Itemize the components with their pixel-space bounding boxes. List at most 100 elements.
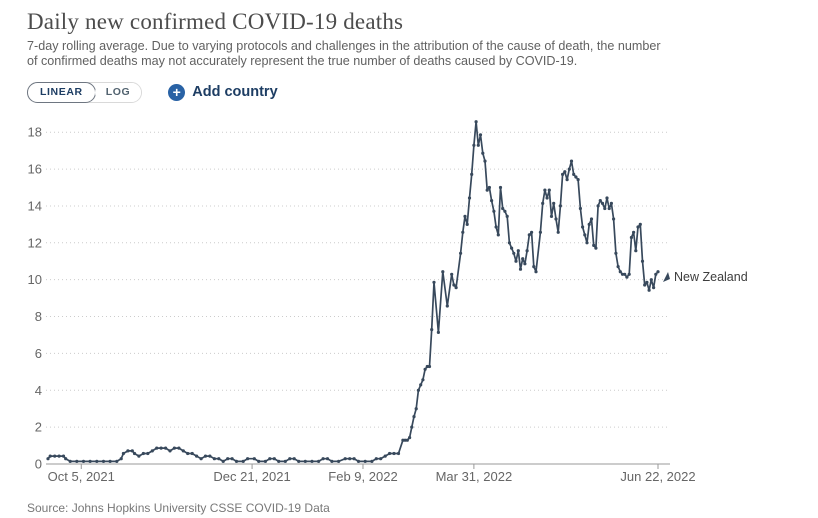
data-point-marker <box>430 328 434 332</box>
data-point-marker <box>450 272 454 276</box>
data-point-marker <box>656 270 660 274</box>
data-point-marker <box>541 201 545 205</box>
data-point-marker <box>478 133 483 137</box>
linear-scale-button[interactable]: LINEAR <box>27 81 96 103</box>
data-point-marker <box>634 249 638 253</box>
data-point-marker <box>226 457 230 461</box>
data-point-marker <box>545 196 549 200</box>
data-point-marker <box>348 457 352 461</box>
data-point-marker <box>416 388 420 392</box>
data-point-marker <box>155 446 159 450</box>
y-axis-tick-label: 18 <box>28 125 42 140</box>
data-point-marker <box>68 459 72 463</box>
data-point-marker <box>576 178 580 182</box>
data-point-marker <box>558 204 563 208</box>
x-axis-tick-label: Mar 31, 2022 <box>436 469 513 484</box>
data-point-marker <box>405 438 409 442</box>
data-point-marker <box>465 222 469 226</box>
line-chart-canvas[interactable]: 0 2 4 6 8 10 12 14 16 18 Oct 5, 2021 Dec 21, 2021 Fe… <box>0 102 818 494</box>
data-point-marker <box>521 257 525 261</box>
data-point-marker <box>454 286 458 290</box>
source-attribution: Source: Johns Hopkins University CSSE CO… <box>27 501 330 515</box>
data-point-marker <box>567 167 571 171</box>
data-point-marker <box>61 454 66 458</box>
data-point-marker <box>337 459 341 463</box>
data-point-marker <box>643 283 647 287</box>
data-point-marker <box>565 178 569 182</box>
data-point-marker <box>612 217 616 221</box>
data-point-marker <box>514 259 518 263</box>
data-point-marker <box>392 451 396 456</box>
data-point-marker <box>363 459 367 463</box>
data-point-marker <box>638 222 642 226</box>
data-point-marker <box>199 457 203 461</box>
data-point-marker <box>159 446 163 450</box>
data-point-marker <box>636 225 640 229</box>
data-point-marker <box>115 459 119 463</box>
y-axis-tick-label: 16 <box>28 162 42 177</box>
data-point-marker <box>472 143 476 147</box>
x-axis-tick-label: Jun 22, 2022 <box>620 469 695 484</box>
data-point-marker <box>46 457 50 461</box>
data-point-marker <box>414 407 418 411</box>
y-axis-tick-label: 10 <box>28 272 42 287</box>
data-point-marker <box>203 454 208 458</box>
x-axis-tick-label: Oct 5, 2021 <box>48 469 115 484</box>
data-point-marker <box>412 415 416 419</box>
data-point-marker <box>483 159 487 163</box>
data-point-marker <box>527 233 531 237</box>
scale-toggle: LINEAR LOG <box>27 81 143 103</box>
data-point-marker <box>119 457 123 461</box>
data-point-marker <box>614 251 618 255</box>
data-point-marker <box>494 225 498 229</box>
data-point-marker <box>168 449 172 453</box>
chart-subtitle: 7-day rolling average. Due to varying pr… <box>27 39 661 68</box>
data-point-marker <box>523 262 527 266</box>
data-point-marker <box>408 436 412 440</box>
y-axis-tick-label: 8 <box>35 309 42 324</box>
data-point-marker <box>370 459 374 463</box>
data-point-marker <box>221 459 225 463</box>
data-point-marker <box>246 457 250 461</box>
series-line-new-zealand[interactable] <box>47 120 659 463</box>
data-point-marker <box>277 459 281 463</box>
data-point-marker <box>177 446 181 450</box>
data-point-marker <box>57 454 61 458</box>
data-point-marker <box>596 204 600 208</box>
data-point-marker <box>421 378 425 382</box>
data-point-marker <box>463 214 467 218</box>
data-point-marker <box>181 449 185 453</box>
data-point-marker <box>518 267 523 271</box>
x-axis-tick-label: Feb 9, 2022 <box>328 469 397 484</box>
data-point-marker <box>552 201 556 205</box>
log-scale-button[interactable]: LOG <box>94 82 142 102</box>
data-point-marker <box>190 451 194 456</box>
data-point-marker <box>241 459 245 463</box>
data-point-marker <box>330 459 334 463</box>
data-point-marker <box>649 278 653 282</box>
data-point-marker <box>496 233 500 237</box>
data-point-marker <box>268 457 272 461</box>
data-point-marker <box>374 457 378 461</box>
data-point-marker <box>487 185 491 190</box>
data-point-marker <box>574 175 578 179</box>
data-point-marker <box>383 454 387 458</box>
data-point-marker <box>292 457 296 461</box>
data-point-marker <box>419 383 423 387</box>
data-point-marker <box>510 246 514 250</box>
page-title: Daily new confirmed COVID-19 deaths <box>27 9 404 34</box>
data-point-marker <box>609 201 614 205</box>
add-country-button[interactable]: + Add country <box>168 83 278 101</box>
data-point-marker <box>108 459 112 463</box>
data-point-marker <box>647 288 651 292</box>
data-point-marker <box>512 251 516 255</box>
y-axis-tick-label: 0 <box>35 457 42 472</box>
data-point-marker <box>645 280 649 284</box>
data-point-marker <box>427 364 432 369</box>
data-point-marker <box>48 454 52 458</box>
data-point-marker <box>401 438 405 442</box>
data-point-marker <box>594 246 598 250</box>
data-point-marker <box>563 170 567 174</box>
data-point-marker <box>230 457 234 461</box>
